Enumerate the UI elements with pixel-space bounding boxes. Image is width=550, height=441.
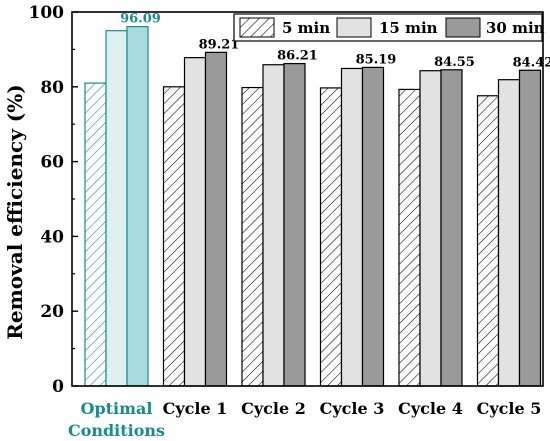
data-label-1: 89.21 — [199, 37, 240, 52]
data-label-0: 96.09 — [120, 12, 161, 27]
legend-label-2: 30 min — [486, 19, 545, 37]
bar-30-min-0 — [126, 26, 149, 387]
x-tick-label-0-line1: Conditions — [68, 421, 165, 440]
bar-15-min-2 — [262, 64, 285, 387]
bar-5-min-1 — [162, 86, 186, 387]
x-tick-label-5: Cycle 5 — [477, 399, 542, 418]
y-tick-label-20: 20 — [40, 302, 64, 322]
bar-15-min-4 — [419, 70, 442, 387]
bar-15-min-5 — [497, 79, 521, 387]
legend-box — [233, 13, 543, 42]
bar-15-min-0 — [105, 30, 128, 387]
bar-5-min-0 — [84, 82, 107, 387]
y-tick-label-0: 0 — [52, 377, 64, 397]
data-label-3: 85.19 — [356, 52, 397, 67]
y-tick-label-60: 60 — [40, 153, 64, 173]
bar-15-min-1 — [183, 57, 207, 387]
y-axis-title: Removal efficiency (%) — [3, 84, 27, 339]
x-tick-label-2: Cycle 2 — [241, 399, 306, 418]
legend-swatch-0 — [239, 17, 275, 38]
y-tick-label-80: 80 — [40, 78, 64, 98]
bar-30-min-3 — [361, 66, 385, 387]
bar-30-min-5 — [518, 69, 542, 387]
bar-5-min-2 — [241, 86, 264, 387]
x-tick-label-1: Cycle 1 — [163, 399, 228, 418]
legend-label-0: 5 min — [282, 19, 330, 37]
legend-label-1: 15 min — [379, 19, 438, 37]
bar-15-min-3 — [340, 67, 364, 387]
bar-30-min-4 — [440, 69, 463, 387]
y-tick-label-100: 100 — [29, 3, 65, 23]
data-label-5: 84.42 — [513, 55, 550, 70]
legend-swatch-2 — [445, 17, 481, 38]
data-label-2: 86.21 — [277, 49, 318, 64]
bar-5-min-3 — [319, 87, 343, 387]
bar-30-min-1 — [204, 51, 228, 387]
data-label-4: 84.55 — [434, 55, 475, 70]
bar-5-min-5 — [476, 95, 500, 387]
bar-30-min-2 — [283, 62, 306, 387]
y-tick-label-40: 40 — [40, 227, 64, 247]
x-tick-label-3: Cycle 3 — [320, 399, 385, 418]
x-tick-label-4: Cycle 4 — [398, 399, 463, 418]
x-tick-label-0-line0: Optimal — [81, 399, 153, 418]
legend-swatch-1 — [336, 17, 372, 38]
bar-5-min-4 — [398, 88, 421, 387]
